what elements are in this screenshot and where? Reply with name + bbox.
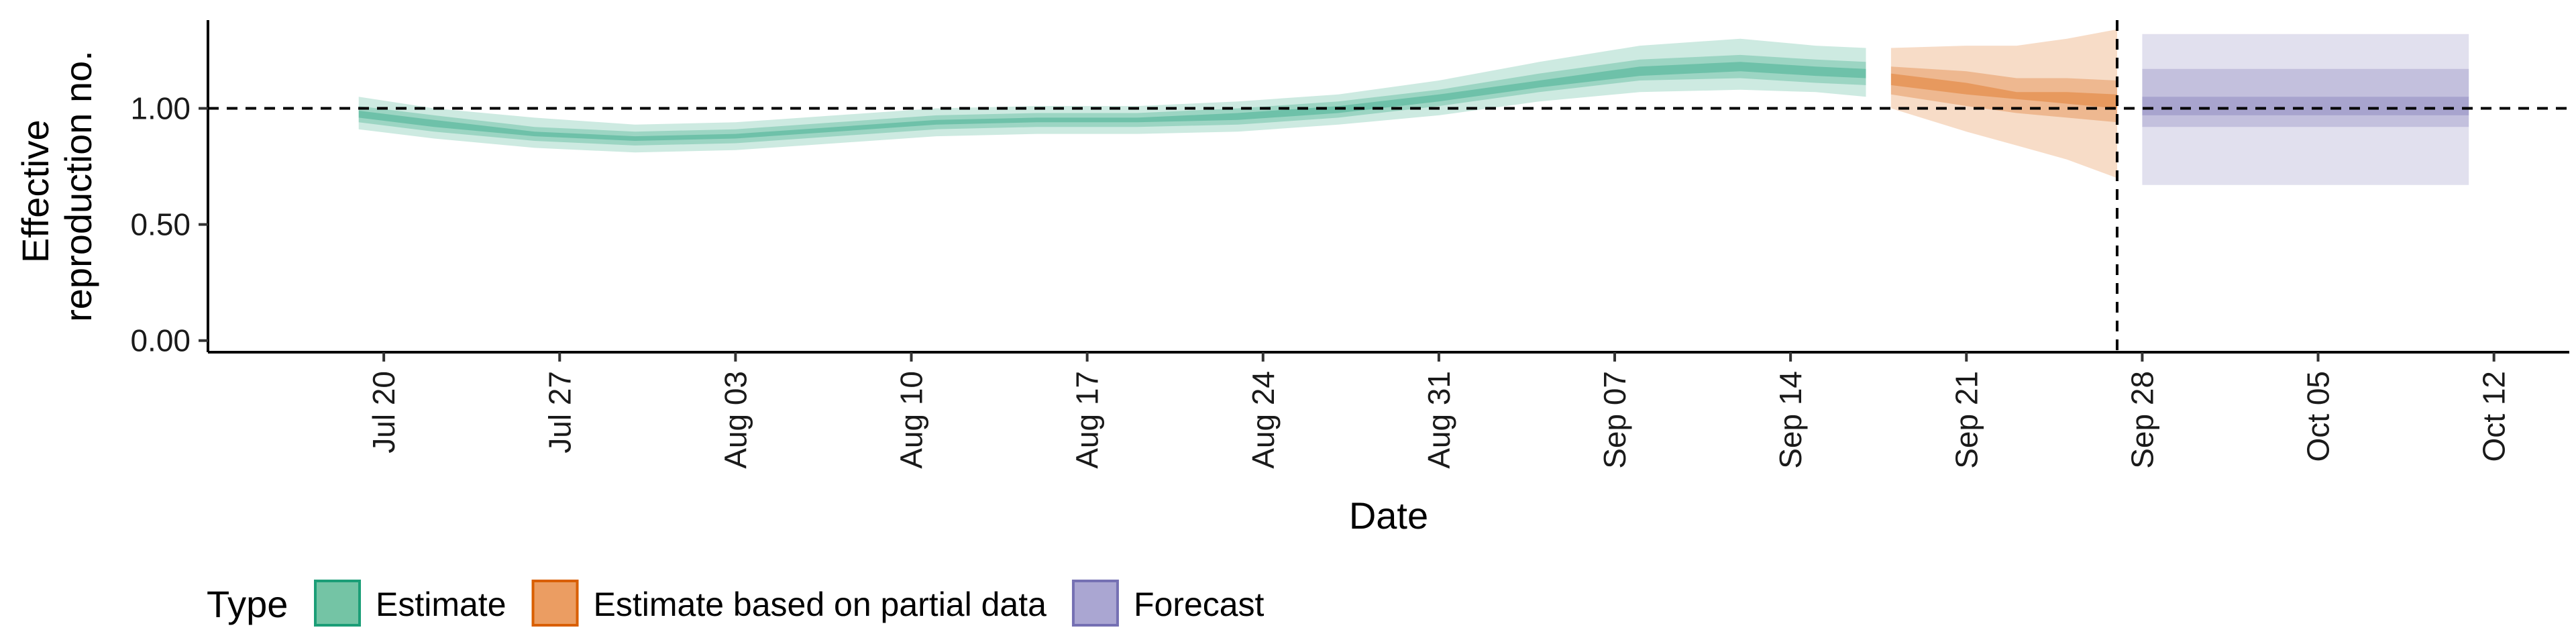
estimate-based-on-partial-data-band-20 xyxy=(1890,73,2117,109)
legend-title: Type xyxy=(207,583,288,625)
estimate-band-50 xyxy=(358,54,1866,146)
y-tick-label: 0.50 xyxy=(130,207,191,242)
legend-label-forecast: Forecast xyxy=(1134,586,1265,623)
forecast-band-90 xyxy=(2142,34,2469,185)
axes xyxy=(207,20,2569,354)
x-tick-label: Sep 28 xyxy=(2125,371,2159,469)
x-tick-label: Jul 20 xyxy=(366,371,401,453)
x-tick-label: Oct 12 xyxy=(2477,371,2512,462)
y-axis-ticks: 0.00 0.50 1.00 xyxy=(130,91,208,358)
forecast-band-20 xyxy=(2142,97,2469,115)
forecast-band-50 xyxy=(2142,68,2469,127)
legend-swatch-estimate-based-on-partial-data xyxy=(531,580,579,627)
x-axis-title: Date xyxy=(1349,494,1428,537)
x-tick-label: Aug 17 xyxy=(1070,371,1105,469)
x-tick-label: Aug 31 xyxy=(1421,371,1456,469)
x-tick-label: Sep 07 xyxy=(1597,371,1632,469)
x-tick-label: Sep 14 xyxy=(1773,371,1808,469)
legend-swatch-forecast xyxy=(1071,580,1119,627)
legend: Type Estimate Estimate based on partial d… xyxy=(207,580,1265,627)
legend-label-estimate: Estimate xyxy=(376,586,506,623)
x-axis-ticks: Jul 20 Jul 27 Aug 03 Aug 10 Aug 17 Aug 24 Aug … xyxy=(366,352,2512,469)
legend-swatch-estimate xyxy=(314,580,361,627)
y-tick-label: 0.00 xyxy=(130,323,191,358)
x-tick-label: Sep 21 xyxy=(1949,371,1984,469)
legend-label-estimate-based-on-partial-data: Estimate based on partial data xyxy=(594,586,1047,623)
x-tick-label: Aug 24 xyxy=(1246,371,1281,469)
y-axis-title-line-1: Effective xyxy=(14,119,56,263)
estimate-based-on-partial-data-band-50 xyxy=(1890,66,2117,123)
y-axis-title-line-2: reproduction no. xyxy=(57,50,99,322)
estimate-band-20 xyxy=(358,62,1866,141)
x-tick-label: Oct 05 xyxy=(2301,371,2336,462)
estimate-band-90 xyxy=(358,38,1866,153)
estimate-based-on-partial-data-band-90 xyxy=(1890,29,2117,178)
x-tick-label: Jul 27 xyxy=(542,371,577,453)
x-tick-label: Aug 03 xyxy=(718,371,753,469)
y-axis-title: Effective reproduction no. xyxy=(14,50,99,322)
ribbon-layer xyxy=(358,29,2469,185)
y-tick-label: 1.00 xyxy=(130,91,191,126)
x-tick-label: Aug 10 xyxy=(894,371,929,469)
